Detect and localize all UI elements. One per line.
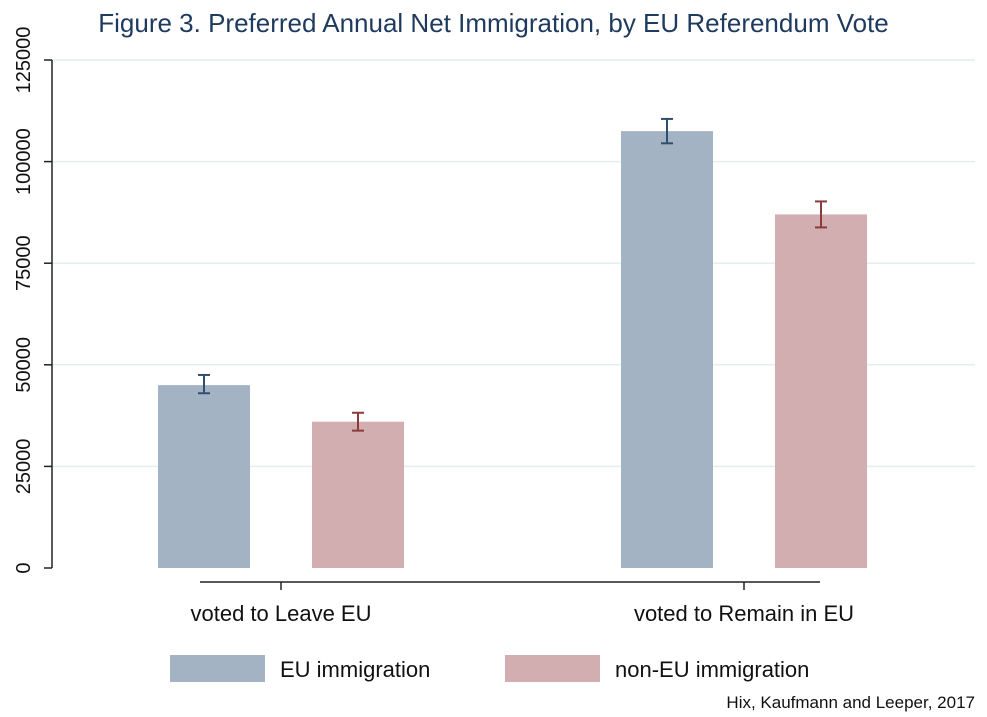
error-bar [815,200,827,229]
x-category-label: voted to Remain in EU [634,601,854,626]
y-tick-label: 75000 [13,235,35,291]
y-tick-label: 25000 [13,439,35,495]
x-axis: voted to Leave EU voted to Remain in EU [190,581,854,626]
y-tick-label: 100000 [13,128,35,195]
bars [158,131,867,568]
legend: EU immigration non-EU immigration [170,655,809,682]
error-bar [198,373,210,395]
bar-eu-remain [621,131,713,568]
bar-non-eu-leave [312,421,404,568]
x-category-label: voted to Leave EU [190,601,371,626]
error-bars [198,117,827,432]
error-bar [661,117,673,145]
y-tick-label: 125000 [13,27,35,94]
bar-non-eu-remain [775,214,867,568]
error-bar [352,411,364,432]
y-tick-label: 50000 [13,337,35,393]
y-tick-label: 0 [13,562,35,573]
legend-swatch [505,655,600,682]
legend-label: EU immigration [280,657,430,682]
legend-swatch [170,655,265,682]
chart-title: Figure 3. Preferred Annual Net Immigrati… [98,8,889,38]
source-note: Hix, Kaufmann and Leeper, 2017 [726,693,975,712]
legend-label: non-EU immigration [615,657,809,682]
bar-eu-leave [158,385,250,568]
y-axis: 0 25000 50000 75000 100000 125000 [13,27,53,574]
